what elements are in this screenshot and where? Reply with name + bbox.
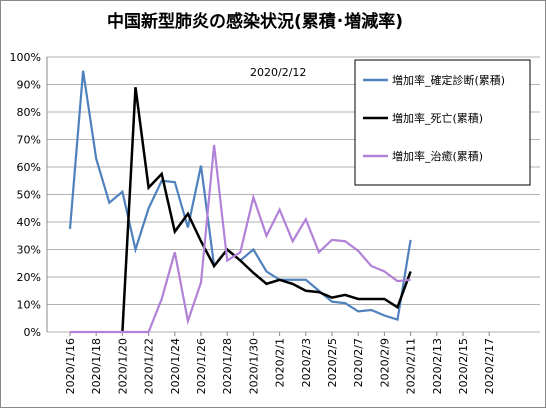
x-tick-label: 2020/2/9 <box>378 338 391 387</box>
y-tick-label: 70% <box>17 134 41 147</box>
x-tick-label: 2020/2/13 <box>431 338 444 394</box>
y-tick-label: 30% <box>17 244 41 257</box>
x-tick-label: 2020/2/1 <box>274 338 287 387</box>
x-tick-label: 2020/2/11 <box>405 338 418 394</box>
y-tick-label: 40% <box>17 216 41 229</box>
y-tick-label: 80% <box>17 106 41 119</box>
y-tick-label: 60% <box>17 161 41 174</box>
x-tick-label: 2020/2/17 <box>483 338 496 394</box>
x-tick-label: 2020/2/15 <box>457 338 470 394</box>
x-tick-label: 2020/1/20 <box>116 338 129 394</box>
x-tick-label: 2020/1/28 <box>221 338 234 394</box>
x-tick-label: 2020/2/5 <box>326 338 339 387</box>
x-tick-label: 2020/1/22 <box>143 338 156 394</box>
y-tick-label: 90% <box>17 79 41 92</box>
x-tick-label: 2020/2/3 <box>300 338 313 387</box>
chart-title: 中国新型肺炎の感染状況(累積･増減率) <box>107 11 403 32</box>
y-tick-label: 10% <box>17 299 41 312</box>
x-tick-label: 2020/1/26 <box>195 338 208 394</box>
y-tick-label: 50% <box>17 189 41 202</box>
annotation: 2020/2/12 <box>250 66 306 79</box>
x-tick-label: 2020/2/7 <box>352 338 365 387</box>
legend-label: 増加率_治癒(累積) <box>392 149 483 163</box>
y-tick-label: 100% <box>10 51 41 64</box>
legend-label: 増加率_死亡(累積) <box>392 111 483 125</box>
series-line <box>121 87 412 333</box>
x-tick-label: 2020/1/24 <box>169 338 182 394</box>
y-tick-label: 0% <box>24 326 41 339</box>
y-tick-label: 20% <box>17 271 41 284</box>
legend: 増加率_確定診断(累積) 増加率_死亡(累積) 増加率_治癒(累積) <box>354 59 531 186</box>
x-tick-label: 2020/1/30 <box>247 338 260 394</box>
series-line <box>70 144 411 334</box>
x-tick-label: 2020/1/16 <box>64 338 77 394</box>
x-tick-label: 2020/1/18 <box>90 338 103 394</box>
legend-label: 増加率_確定診断(累積) <box>392 73 505 87</box>
